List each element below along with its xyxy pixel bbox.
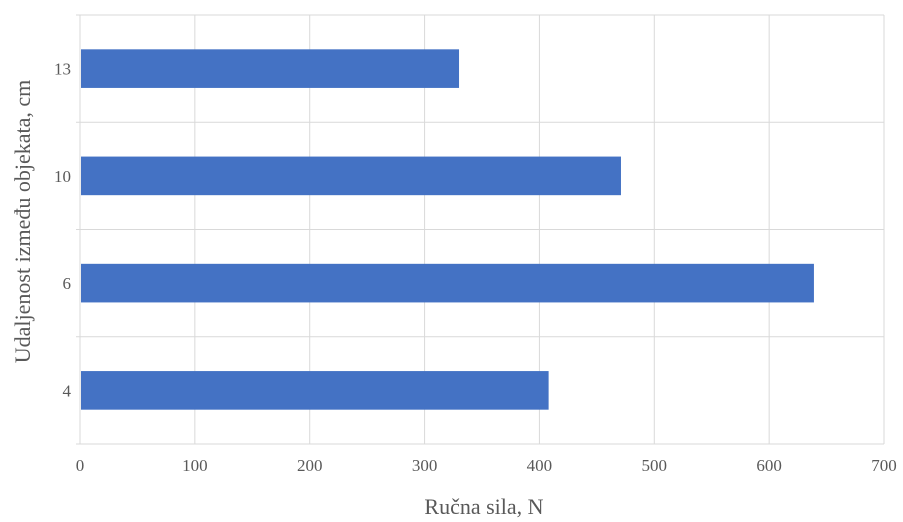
x-tick-label: 100 (182, 456, 208, 475)
y-tick-label: 4 (63, 381, 72, 400)
bar-10 (81, 156, 621, 196)
x-tick-label: 300 (412, 456, 438, 475)
bar-4 (81, 371, 549, 410)
bar-6 (81, 263, 814, 303)
y-tick-labels: 13 10 6 4 (54, 60, 72, 401)
x-tick-label: 400 (527, 456, 553, 475)
y-tick-label: 6 (63, 274, 72, 293)
bars (81, 49, 814, 410)
gridlines (76, 14, 885, 445)
bar-13 (81, 49, 460, 88)
x-tick-label: 500 (642, 456, 668, 475)
y-tick-label: 13 (54, 60, 71, 79)
x-tick-label: 0 (76, 456, 85, 475)
x-tick-labels: 0 100 200 300 400 500 600 700 (76, 456, 897, 475)
x-tick-label: 200 (297, 456, 323, 475)
y-axis-title: Udaljenost između objekata, cm (10, 80, 35, 363)
x-tick-label: 700 (871, 456, 897, 475)
x-axis-title: Ručna sila, N (424, 494, 543, 519)
x-tick-label: 600 (756, 456, 782, 475)
y-tick-label: 10 (54, 167, 71, 186)
